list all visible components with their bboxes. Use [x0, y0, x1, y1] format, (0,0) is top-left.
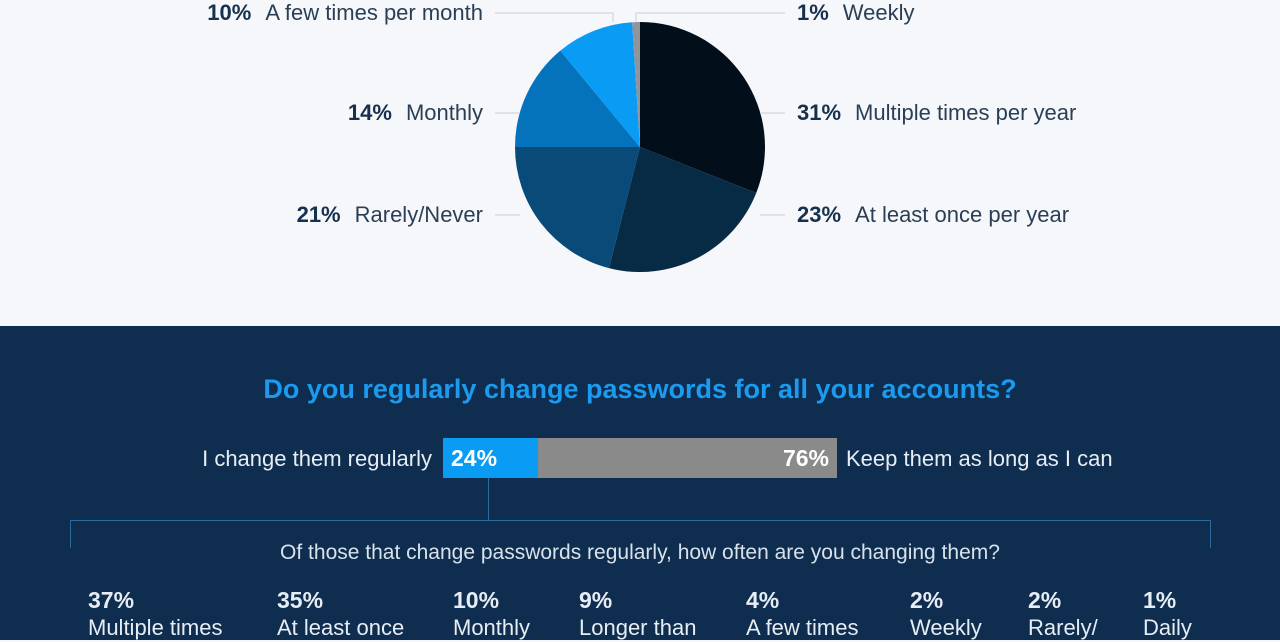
- question-title: Do you regularly change passwords for al…: [263, 374, 1017, 404]
- frequency-item: 2% Weekly: [910, 586, 982, 642]
- frequency-value: 35%: [277, 587, 324, 613]
- pie-slice: [560, 22, 640, 147]
- pie-label: 10% A few times per month: [207, 0, 483, 26]
- pie-slice: [640, 22, 765, 194]
- pie-label-value: 21%: [296, 202, 341, 227]
- frequency-value: 9%: [579, 587, 613, 613]
- frequency-label: At least once: [277, 615, 405, 640]
- frequency-value: 37%: [88, 587, 135, 613]
- pie-label-text: At least once per year: [855, 202, 1070, 227]
- pie-label: 14% Monthly: [348, 100, 483, 126]
- bracket-right: [1210, 520, 1211, 548]
- leader-line: [635, 12, 785, 22]
- pie-label-value: 14%: [347, 100, 392, 125]
- followup-question: Of those that change passwords regularly…: [280, 541, 1000, 564]
- frequency-value: 2%: [1028, 587, 1062, 613]
- pie-slice: [515, 50, 640, 147]
- frequency-value: 4%: [746, 587, 780, 613]
- pie-label-value: 23%: [797, 202, 842, 227]
- pie-slice: [632, 22, 640, 147]
- frequency-label: Monthly: [453, 615, 531, 640]
- pie-label-text: Multiple times per year: [855, 100, 1077, 125]
- pie-label: 23% At least once per year: [797, 202, 1069, 228]
- pie-label-text: Monthly: [405, 100, 483, 125]
- stacked-bar: 24% 76%: [443, 438, 837, 478]
- bar-segment-keep: 76%: [537, 438, 837, 478]
- pie-label-value: 10%: [207, 0, 252, 25]
- frequency-label: Longer than: [579, 615, 697, 640]
- regular-label: I change them regularly: [202, 446, 432, 471]
- pie-slice: [608, 147, 757, 273]
- frequency-label: Rarely/: [1028, 615, 1098, 640]
- bar-section: Do you regularly change passwords for al…: [0, 326, 1280, 640]
- keep-label: Keep them as long as I can: [846, 446, 1113, 471]
- frequency-label: Multiple times: [88, 615, 223, 640]
- frequency-value: 1%: [1143, 587, 1177, 613]
- pie-chart: [495, 12, 785, 273]
- pie-label-text: A few times per month: [265, 0, 483, 25]
- frequency-item: 37% Multiple times: [88, 586, 222, 642]
- bar-value-keep: 76%: [782, 445, 829, 471]
- bracket-stem: [488, 478, 489, 520]
- frequency-item: 4% A few times: [746, 586, 858, 642]
- frequency-item: 2% Rarely/: [1028, 586, 1098, 642]
- frequency-item: 10% Monthly: [453, 586, 530, 642]
- pie-label: 31% Multiple times per year: [797, 100, 1076, 126]
- frequency-label: A few times: [746, 615, 859, 640]
- pie-label: 21% Rarely/Never: [297, 202, 483, 228]
- pie-label-text: Rarely/Never: [354, 202, 483, 227]
- frequency-label: Weekly: [910, 615, 982, 640]
- bracket-line: [70, 520, 1211, 521]
- bracket-left: [70, 520, 71, 548]
- pie-section: 31% Multiple times per year 23% At least on…: [207, 0, 1077, 273]
- frequency-item: 35% At least once: [277, 586, 404, 642]
- frequency-value: 2%: [910, 587, 944, 613]
- bar-value-regular: 24%: [451, 445, 498, 471]
- frequency-item: 9% Longer than: [579, 586, 696, 642]
- frequency-item: 1% Daily: [1143, 586, 1192, 642]
- pie-label-value: 31%: [797, 100, 842, 125]
- pie-label-value: 1%: [797, 0, 829, 25]
- bar-segment-regular: 24%: [443, 438, 538, 478]
- frequency-label: Daily: [1143, 615, 1192, 640]
- pie-label-text: Weekly: [842, 0, 915, 25]
- frequency-value: 10%: [453, 587, 500, 613]
- pie-label: 1% Weekly: [797, 0, 915, 26]
- leader-line: [495, 12, 614, 22]
- pie-slice: [515, 147, 640, 269]
